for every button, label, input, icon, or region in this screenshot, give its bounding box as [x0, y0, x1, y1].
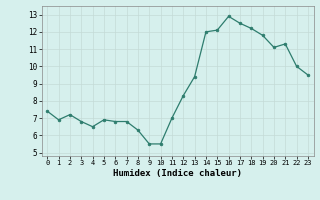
- X-axis label: Humidex (Indice chaleur): Humidex (Indice chaleur): [113, 169, 242, 178]
